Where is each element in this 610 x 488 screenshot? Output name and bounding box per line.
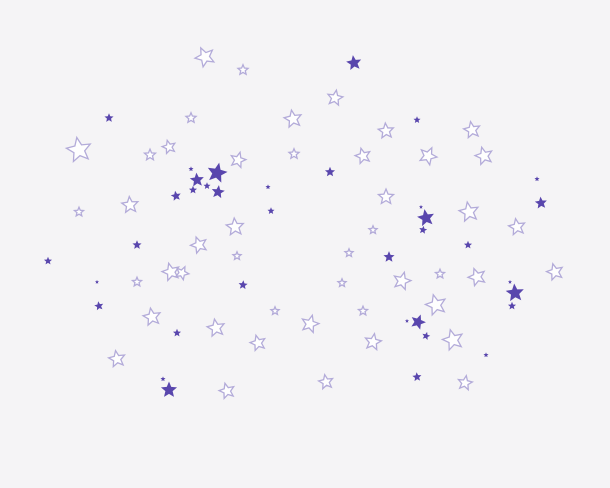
filled-star-icon	[160, 381, 178, 397]
outline-star-icon	[174, 265, 191, 282]
outline-star-icon	[376, 187, 396, 205]
filled-star-icon	[534, 196, 547, 209]
filled-star-icon	[189, 172, 204, 187]
outline-star-icon	[473, 145, 493, 166]
filled-star-icon	[172, 328, 182, 337]
outline-star-icon	[193, 46, 216, 69]
outline-star-icon	[229, 150, 248, 169]
outline-star-icon	[64, 135, 92, 163]
outline-star-icon	[356, 304, 370, 317]
filled-star-icon	[417, 209, 434, 227]
filled-star-icon	[267, 207, 275, 214]
outline-star-icon	[316, 373, 335, 391]
filled-star-icon	[413, 116, 421, 123]
filled-star-icon	[324, 166, 336, 177]
outline-star-icon	[367, 224, 379, 235]
outline-star-icon	[120, 194, 140, 214]
filled-star-icon	[104, 113, 114, 122]
outline-star-icon	[160, 138, 177, 156]
filled-star-icon	[534, 176, 540, 182]
outline-star-icon	[188, 235, 208, 255]
outline-star-icon	[160, 261, 180, 282]
outline-star-icon	[418, 146, 439, 167]
outline-star-icon	[231, 250, 243, 261]
outline-star-icon	[269, 305, 281, 316]
filled-star-icon	[207, 162, 228, 183]
outline-star-icon	[440, 328, 464, 352]
outline-star-icon	[343, 247, 355, 258]
filled-star-icon	[346, 55, 362, 71]
outline-star-icon	[248, 333, 267, 352]
filled-star-icon	[132, 240, 142, 249]
outline-star-icon	[282, 108, 303, 129]
outline-star-icon	[364, 331, 384, 352]
outline-star-icon	[544, 262, 564, 282]
filled-star-icon	[238, 280, 248, 290]
outline-star-icon	[423, 293, 447, 317]
outline-star-icon	[205, 317, 226, 338]
outline-star-icon	[376, 121, 395, 140]
outline-star-icon	[336, 277, 348, 288]
filled-star-icon	[411, 314, 426, 330]
filled-star-icon	[94, 279, 100, 284]
outline-star-icon	[106, 348, 126, 369]
outline-star-icon	[142, 147, 158, 162]
outline-star-icon	[353, 146, 372, 165]
filled-star-icon	[422, 331, 431, 340]
outline-star-icon	[461, 119, 481, 140]
filled-star-icon	[412, 372, 422, 382]
outline-star-icon	[141, 306, 162, 327]
filled-star-icon	[507, 301, 517, 310]
outline-star-icon	[130, 275, 144, 288]
filled-star-icon	[211, 185, 225, 199]
outline-star-icon	[433, 267, 447, 280]
filled-star-icon	[94, 301, 104, 311]
outline-star-icon	[217, 381, 236, 400]
filled-star-icon	[160, 376, 166, 382]
filled-star-icon	[483, 352, 489, 358]
filled-star-icon	[188, 166, 194, 172]
filled-star-icon	[383, 251, 395, 262]
filled-star-icon	[463, 240, 473, 249]
filled-star-icon	[418, 204, 424, 209]
outline-star-icon	[393, 270, 413, 291]
outline-star-icon	[506, 216, 526, 237]
outline-star-icon	[287, 147, 301, 160]
outline-star-icon	[457, 200, 480, 223]
outline-star-icon	[184, 111, 198, 124]
filled-star-icon	[507, 279, 513, 284]
outline-star-icon	[224, 216, 245, 237]
filled-star-icon	[188, 185, 198, 194]
filled-star-icon	[505, 283, 524, 302]
filled-star-icon	[170, 190, 181, 201]
outline-star-icon	[456, 374, 475, 392]
filled-star-icon	[203, 182, 211, 189]
filled-star-icon	[419, 225, 428, 234]
filled-star-icon	[265, 184, 271, 190]
outline-star-icon	[236, 63, 250, 76]
outline-star-icon	[301, 313, 321, 334]
outline-star-icon	[326, 88, 345, 107]
filled-star-icon	[404, 318, 410, 323]
outline-star-icon	[72, 205, 86, 218]
outline-star-icon	[466, 266, 486, 288]
filled-star-icon	[43, 256, 53, 265]
